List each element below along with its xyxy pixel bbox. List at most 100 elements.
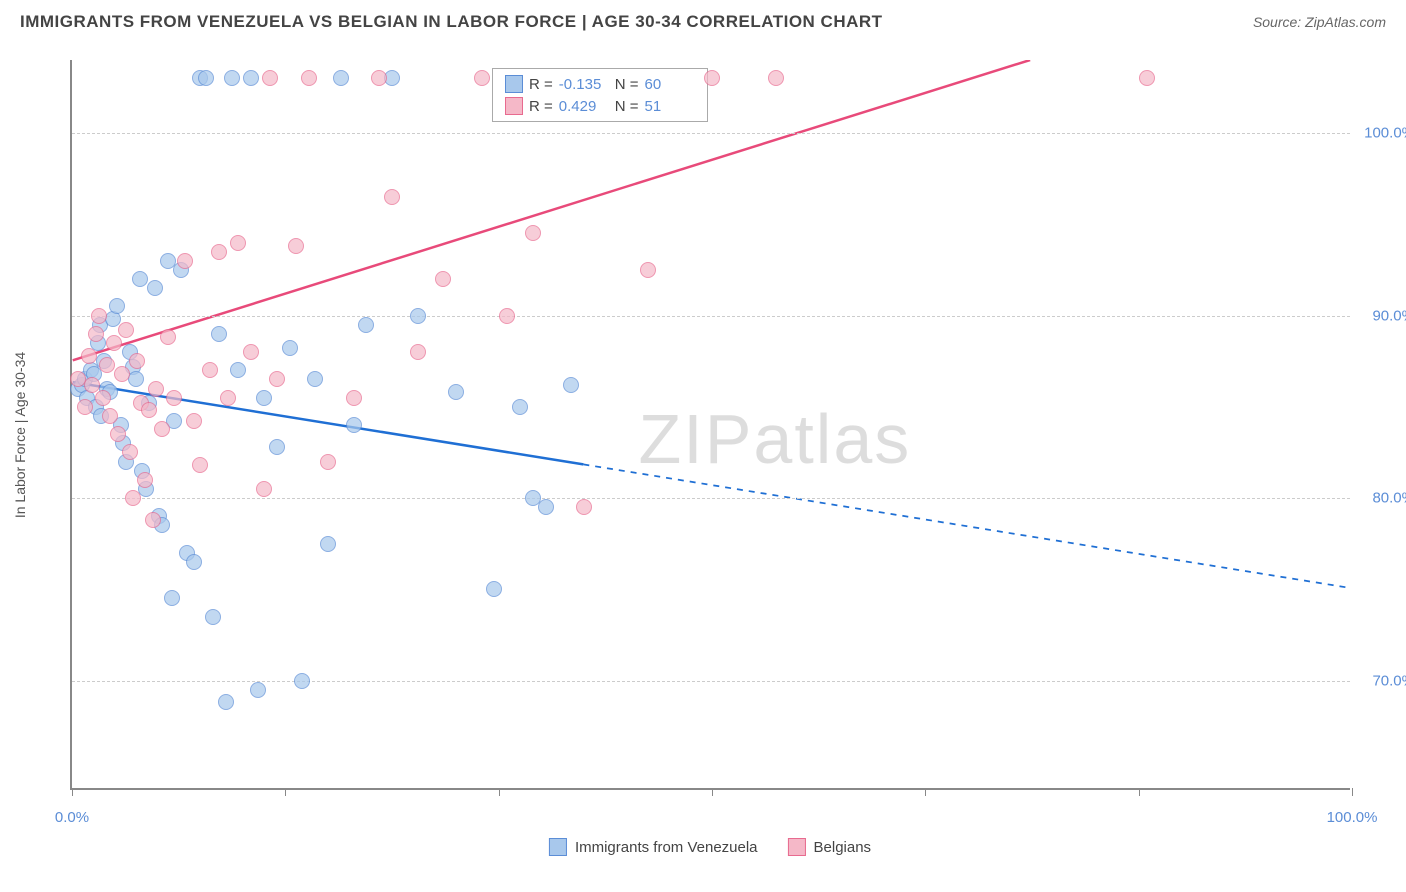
x-tick	[72, 788, 73, 796]
chart-title: IMMIGRANTS FROM VENEZUELA VS BELGIAN IN …	[20, 12, 883, 32]
y-axis-label: In Labor Force | Age 30-34	[12, 352, 28, 518]
watermark: ZIPatlas	[639, 399, 912, 479]
data-point	[538, 499, 554, 515]
data-point	[220, 390, 236, 406]
data-point	[499, 308, 515, 324]
series-swatch	[505, 75, 523, 93]
data-point	[269, 371, 285, 387]
data-point	[211, 326, 227, 342]
legend-label: Belgians	[814, 839, 872, 856]
data-point	[262, 70, 278, 86]
data-point	[177, 253, 193, 269]
n-value: 60	[645, 76, 695, 93]
data-point	[109, 298, 125, 314]
legend-swatch	[549, 838, 567, 856]
data-point	[147, 280, 163, 296]
data-point	[154, 421, 170, 437]
data-point	[486, 581, 502, 597]
x-tick	[712, 788, 713, 796]
data-point	[448, 384, 464, 400]
data-point	[640, 262, 656, 278]
legend-label: Immigrants from Venezuela	[575, 839, 758, 856]
stats-row: R =0.429N =51	[505, 95, 695, 117]
x-tick-label: 100.0%	[1327, 809, 1378, 826]
data-point	[320, 536, 336, 552]
gridline	[72, 133, 1350, 134]
data-point	[202, 362, 218, 378]
data-point	[333, 70, 349, 86]
data-point	[118, 322, 134, 338]
data-point	[95, 390, 111, 406]
data-point	[256, 481, 272, 497]
data-point	[346, 417, 362, 433]
data-point	[198, 70, 214, 86]
series-swatch	[505, 97, 523, 115]
data-point	[137, 472, 153, 488]
x-tick	[285, 788, 286, 796]
x-tick	[925, 788, 926, 796]
n-label: N =	[615, 76, 639, 93]
data-point	[205, 609, 221, 625]
data-point	[384, 189, 400, 205]
data-point	[106, 335, 122, 351]
r-value: 0.429	[559, 98, 609, 115]
data-point	[224, 70, 240, 86]
n-value: 51	[645, 98, 695, 115]
data-point	[250, 682, 266, 698]
data-point	[512, 399, 528, 415]
data-point	[301, 70, 317, 86]
gridline	[72, 316, 1350, 317]
plot-area: ZIPatlas R =-0.135N =60R =0.429N =51 70.…	[70, 60, 1350, 790]
data-point	[77, 399, 93, 415]
data-point	[704, 70, 720, 86]
stats-row: R =-0.135N =60	[505, 73, 695, 95]
data-point	[346, 390, 362, 406]
data-point	[474, 70, 490, 86]
data-point	[269, 439, 285, 455]
data-point	[128, 371, 144, 387]
data-point	[230, 235, 246, 251]
y-tick-label: 80.0%	[1360, 490, 1406, 507]
data-point	[307, 371, 323, 387]
legend-item: Immigrants from Venezuela	[549, 838, 758, 856]
data-point	[230, 362, 246, 378]
data-point	[145, 512, 161, 528]
y-tick-label: 70.0%	[1360, 672, 1406, 689]
data-point	[186, 413, 202, 429]
data-point	[88, 326, 104, 342]
x-tick	[1352, 788, 1353, 796]
data-point	[320, 454, 336, 470]
data-point	[186, 554, 202, 570]
data-point	[563, 377, 579, 393]
stats-legend-box: R =-0.135N =60R =0.429N =51	[492, 68, 708, 122]
data-point	[435, 271, 451, 287]
data-point	[243, 344, 259, 360]
n-label: N =	[615, 98, 639, 115]
series-legend: Immigrants from Venezuela Belgians	[549, 838, 871, 856]
data-point	[211, 244, 227, 260]
chart-container: In Labor Force | Age 30-34 ZIPatlas R =-…	[50, 50, 1370, 820]
data-point	[243, 70, 259, 86]
x-tick	[499, 788, 500, 796]
data-point	[410, 344, 426, 360]
data-point	[81, 348, 97, 364]
data-point	[768, 70, 784, 86]
data-point	[218, 694, 234, 710]
y-tick-label: 100.0%	[1360, 125, 1406, 142]
regression-lines	[72, 60, 1350, 788]
data-point	[371, 70, 387, 86]
data-point	[125, 490, 141, 506]
data-point	[192, 457, 208, 473]
data-point	[256, 390, 272, 406]
y-tick-label: 90.0%	[1360, 307, 1406, 324]
data-point	[288, 238, 304, 254]
data-point	[525, 225, 541, 241]
data-point	[99, 357, 115, 373]
data-point	[358, 317, 374, 333]
x-tick-label: 0.0%	[55, 809, 89, 826]
data-point	[1139, 70, 1155, 86]
data-point	[160, 329, 176, 345]
data-point	[164, 590, 180, 606]
data-point	[129, 353, 145, 369]
data-point	[282, 340, 298, 356]
